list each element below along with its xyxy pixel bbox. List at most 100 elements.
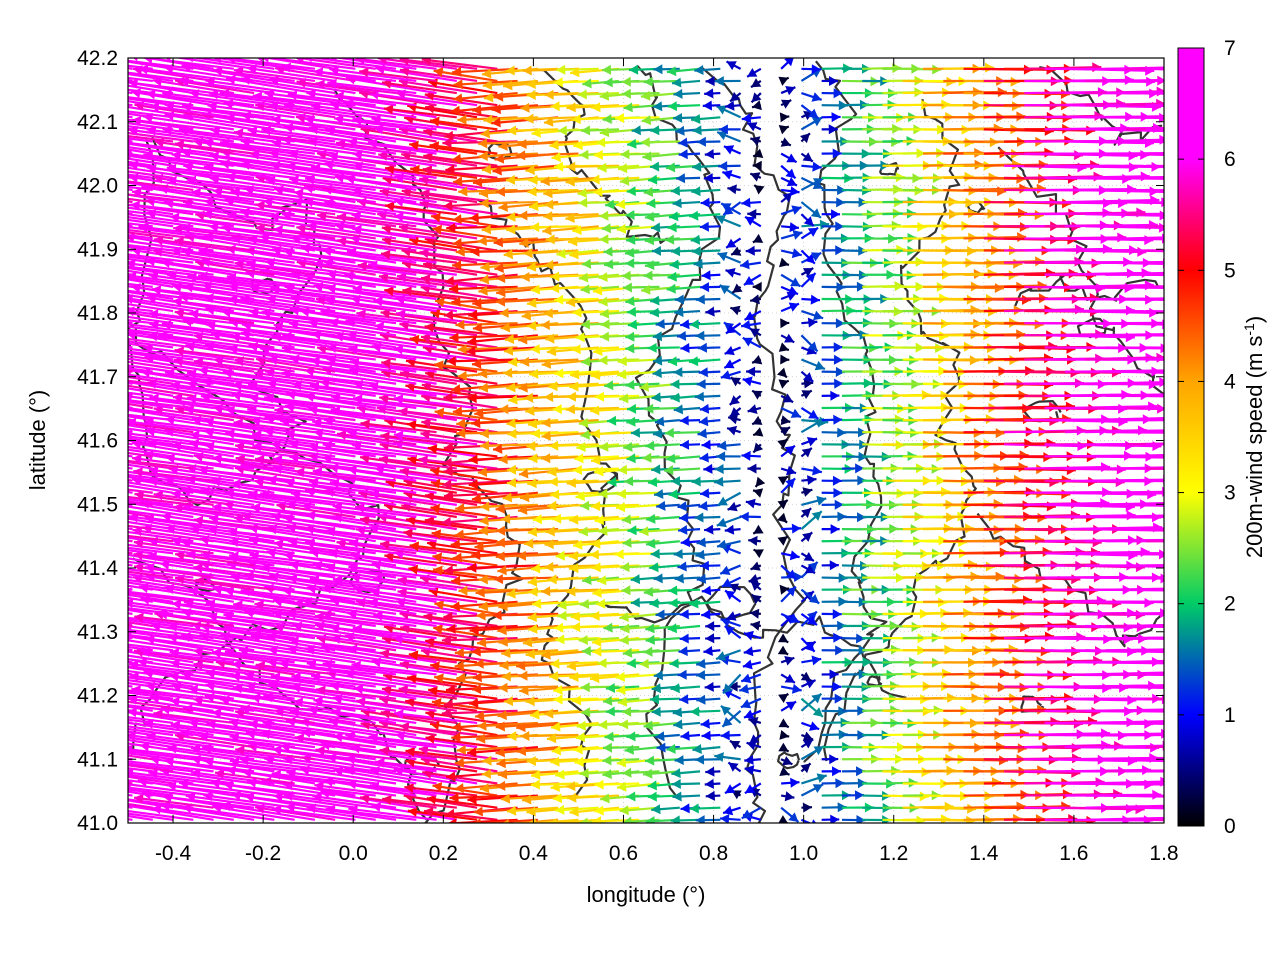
wind-vector xyxy=(344,767,437,785)
wind-vector xyxy=(186,371,275,385)
wind-vector-head xyxy=(755,476,766,487)
wind-vector-head xyxy=(349,357,360,368)
wind-vector-head xyxy=(793,572,803,582)
wind-vector xyxy=(224,490,316,506)
wind-vector-head xyxy=(639,658,649,669)
wind-vector-head xyxy=(451,722,462,732)
wind-vector xyxy=(401,249,478,264)
wind-vector xyxy=(254,602,336,615)
wind-vector-head xyxy=(90,781,100,791)
wind-vector-head xyxy=(526,806,536,817)
wind-vector xyxy=(304,369,397,385)
wind-vector xyxy=(329,626,417,640)
wind-vector xyxy=(161,322,255,337)
wind-vector xyxy=(271,442,356,458)
wind-vector-head xyxy=(579,768,589,779)
wind-vector xyxy=(371,659,457,676)
wind-vector-head xyxy=(744,754,754,765)
wind-vector-head xyxy=(1208,501,1217,511)
wind-vector-head xyxy=(616,488,627,499)
wind-vector-head xyxy=(1226,583,1235,593)
wind-vector-head xyxy=(666,453,676,464)
wind-vector-head xyxy=(581,356,591,367)
wind-vector-head xyxy=(695,294,705,305)
wind-vector xyxy=(1125,539,1164,543)
wind-vector-head xyxy=(835,645,845,656)
wind-vector xyxy=(212,505,295,519)
wind-vector-head xyxy=(814,361,825,371)
wind-vector-head xyxy=(788,302,799,312)
wind-vector-head xyxy=(780,318,790,329)
wind-vector xyxy=(128,700,194,712)
wind-vector-head xyxy=(504,334,515,344)
wind-vector xyxy=(434,299,498,313)
wind-vector-head xyxy=(548,818,557,823)
wind-vector xyxy=(320,309,417,325)
wind-vector-head xyxy=(441,708,451,719)
wind-vector xyxy=(424,325,498,337)
wind-vector-head xyxy=(170,380,181,391)
wind-vector xyxy=(178,781,275,797)
contour-line xyxy=(823,99,977,762)
wind-vector xyxy=(128,299,194,313)
wind-vector-head xyxy=(548,381,558,392)
wind-vector xyxy=(128,307,153,313)
wind-vector-head xyxy=(1167,453,1176,463)
wind-vector xyxy=(351,663,437,676)
wind-vector xyxy=(182,805,275,821)
wind-vector-head xyxy=(80,281,90,291)
wind-vector xyxy=(544,540,599,546)
wind-vector-head xyxy=(420,274,431,284)
wind-vector-head xyxy=(501,671,511,682)
wind-vector xyxy=(288,539,376,555)
wind-vector-head xyxy=(557,610,567,621)
wind-vector xyxy=(128,402,153,410)
wind-vector-head xyxy=(1232,668,1241,678)
wind-vector-head xyxy=(778,342,789,352)
wind-vector xyxy=(148,273,235,288)
wind-vector xyxy=(378,275,457,288)
wind-vector-head xyxy=(812,707,823,717)
wind-vector-head xyxy=(174,308,185,319)
wind-vector xyxy=(308,444,397,458)
wind-vector-head xyxy=(802,739,814,749)
wind-vector xyxy=(1145,721,1164,725)
wind-vector-head xyxy=(551,721,561,732)
wind-vector-head xyxy=(128,717,129,719)
wind-vector xyxy=(541,419,599,425)
wind-vector-head xyxy=(508,394,518,405)
wind-vector-head xyxy=(45,705,55,715)
wind-vector xyxy=(1145,358,1164,361)
wind-vector xyxy=(379,396,457,410)
wind-vector-head xyxy=(832,475,842,486)
wind-vector-head xyxy=(789,550,800,561)
wind-vector xyxy=(1145,564,1164,567)
wind-vector-head xyxy=(829,754,839,765)
wind-vector xyxy=(399,322,478,337)
wind-vector-head xyxy=(527,576,538,587)
wind-vector xyxy=(381,361,457,373)
wind-vector-head xyxy=(85,269,95,279)
wind-vector xyxy=(1145,527,1164,531)
wind-vector xyxy=(332,696,417,712)
wind-vector-head xyxy=(572,465,583,475)
wind-vector xyxy=(352,397,437,410)
wind-vector xyxy=(422,771,498,785)
wind-vector xyxy=(420,335,498,349)
wind-vector-head xyxy=(748,574,759,584)
wind-vector xyxy=(160,707,255,724)
wind-vector-head xyxy=(787,286,798,296)
wind-vector-head xyxy=(656,500,666,511)
wind-vector xyxy=(228,285,316,301)
wind-vector xyxy=(1125,309,1164,313)
wind-vector xyxy=(357,263,437,276)
wind-vector-head xyxy=(1165,439,1174,449)
wind-vector xyxy=(381,637,457,652)
wind-vector-head xyxy=(551,745,562,756)
wind-vector-head xyxy=(1169,801,1178,811)
wind-vector xyxy=(1145,709,1164,713)
wind-vector-head xyxy=(743,276,755,285)
wind-vector xyxy=(408,567,478,579)
wind-vector xyxy=(128,790,153,797)
wind-vector xyxy=(399,612,478,628)
